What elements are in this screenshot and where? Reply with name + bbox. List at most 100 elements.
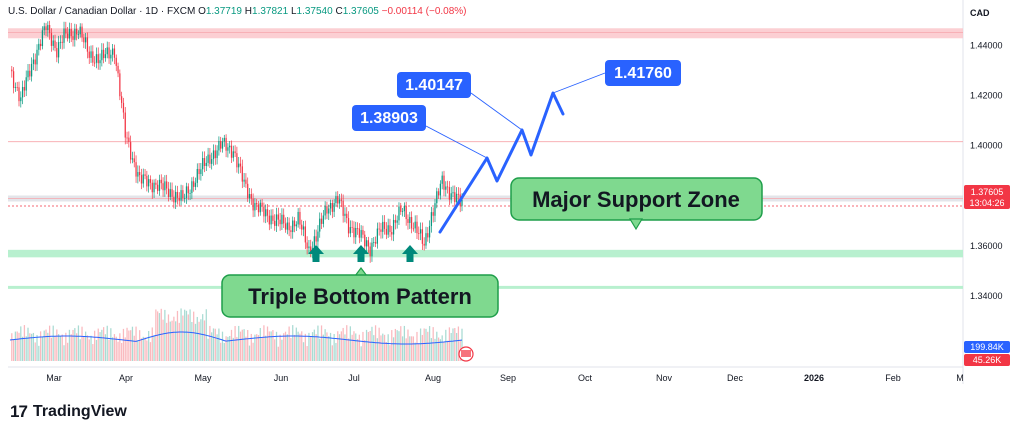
candle-body xyxy=(126,137,128,139)
volume-bar xyxy=(16,331,18,361)
volume-bar xyxy=(391,330,393,361)
volume-bar xyxy=(83,336,85,361)
candle-body xyxy=(427,233,429,238)
x-tick-label: Nov xyxy=(656,373,673,383)
candle-body xyxy=(124,112,126,138)
volume-bar xyxy=(115,336,117,361)
candle-body xyxy=(34,59,36,65)
countdown-text: 13:04:26 xyxy=(969,198,1004,208)
candle-body xyxy=(236,153,238,168)
volume-bar xyxy=(99,332,101,361)
volume-bar xyxy=(113,334,116,361)
volume-bar xyxy=(74,328,76,361)
candle-body xyxy=(347,218,350,234)
candle-body xyxy=(443,175,445,190)
volume-bar xyxy=(81,326,83,361)
candle-body xyxy=(238,163,240,168)
tradingview-brand[interactable]: 17 TradingView xyxy=(10,402,127,422)
candle-body xyxy=(376,228,378,244)
candle-body xyxy=(54,40,56,49)
volume-bar xyxy=(274,339,276,361)
candle-body xyxy=(275,214,278,226)
candle-body xyxy=(452,192,454,194)
y-tick-label: 1.36000 xyxy=(970,241,1003,251)
candle-body xyxy=(113,48,116,58)
volume-bar xyxy=(36,335,38,361)
candle-body xyxy=(137,172,139,177)
candle-body xyxy=(306,242,308,249)
volume-bar xyxy=(421,334,424,361)
volume-bar xyxy=(351,334,353,361)
candle-body xyxy=(461,199,463,206)
volume-bar xyxy=(94,330,96,361)
candle-body xyxy=(335,196,337,204)
volume-bar xyxy=(398,331,400,361)
volume-bar xyxy=(130,330,132,361)
candle-body xyxy=(349,227,351,234)
volume-bar xyxy=(106,325,108,361)
candle-body xyxy=(189,193,191,194)
volume-bar xyxy=(324,329,326,361)
candle-body xyxy=(419,229,422,234)
volume-bar xyxy=(263,325,265,361)
candle-body xyxy=(75,28,78,35)
candle-body xyxy=(268,215,270,225)
volume-badge xyxy=(964,354,1010,366)
candle-body xyxy=(428,226,431,238)
target-label-box[interactable] xyxy=(397,72,471,98)
candle-body xyxy=(160,179,162,184)
target-label-box[interactable] xyxy=(352,105,426,131)
tradingview-name: TradingView xyxy=(32,403,127,420)
volume-bar xyxy=(342,327,344,361)
candle-body xyxy=(23,86,26,91)
candle-body xyxy=(94,62,96,64)
candle-body xyxy=(403,205,406,212)
candle-body xyxy=(230,145,233,158)
candle-body xyxy=(353,227,355,238)
target-label-box[interactable] xyxy=(605,60,681,86)
candle-body xyxy=(104,54,107,59)
candle-body xyxy=(279,219,281,225)
volume-bar xyxy=(317,325,319,361)
candle-body xyxy=(178,197,180,201)
volume-bar xyxy=(376,338,378,361)
volume-bar xyxy=(169,321,171,361)
volume-bar xyxy=(45,329,47,361)
triple-bottom-label-text: Triple Bottom Pattern xyxy=(248,284,472,309)
candle-body xyxy=(265,209,267,217)
candle-body xyxy=(11,69,13,72)
candle-body xyxy=(149,179,152,183)
support-zone-label-pointer xyxy=(628,218,644,231)
candle-body xyxy=(310,246,312,254)
candle-body xyxy=(29,70,31,77)
candle-body xyxy=(432,212,434,216)
volume-bar xyxy=(43,330,45,361)
candle-body xyxy=(283,214,285,224)
volume-bar xyxy=(392,337,395,361)
candle-body xyxy=(351,227,353,228)
candle-body xyxy=(85,37,87,43)
candle-body xyxy=(232,151,234,158)
candle-body xyxy=(382,221,384,232)
triple-bottom-label-box[interactable] xyxy=(221,274,499,318)
candle-body xyxy=(218,141,220,151)
candle-body xyxy=(284,223,287,230)
candle-body xyxy=(47,25,49,31)
volume-bar xyxy=(337,331,339,361)
volume-bar xyxy=(247,330,249,361)
volume-bar xyxy=(306,346,308,361)
candle-body xyxy=(61,41,63,43)
candle-body xyxy=(101,49,103,61)
volume-bar xyxy=(279,334,281,361)
candle-body xyxy=(92,51,94,63)
volume-bar xyxy=(311,332,314,361)
volume-bar xyxy=(328,336,330,361)
candle-body xyxy=(329,202,332,209)
candle-body xyxy=(95,54,98,63)
volume-bar xyxy=(257,335,260,361)
volume-bar xyxy=(272,330,274,361)
candle-body xyxy=(20,97,22,102)
candle-body xyxy=(436,191,438,204)
volume-bar xyxy=(20,326,22,361)
